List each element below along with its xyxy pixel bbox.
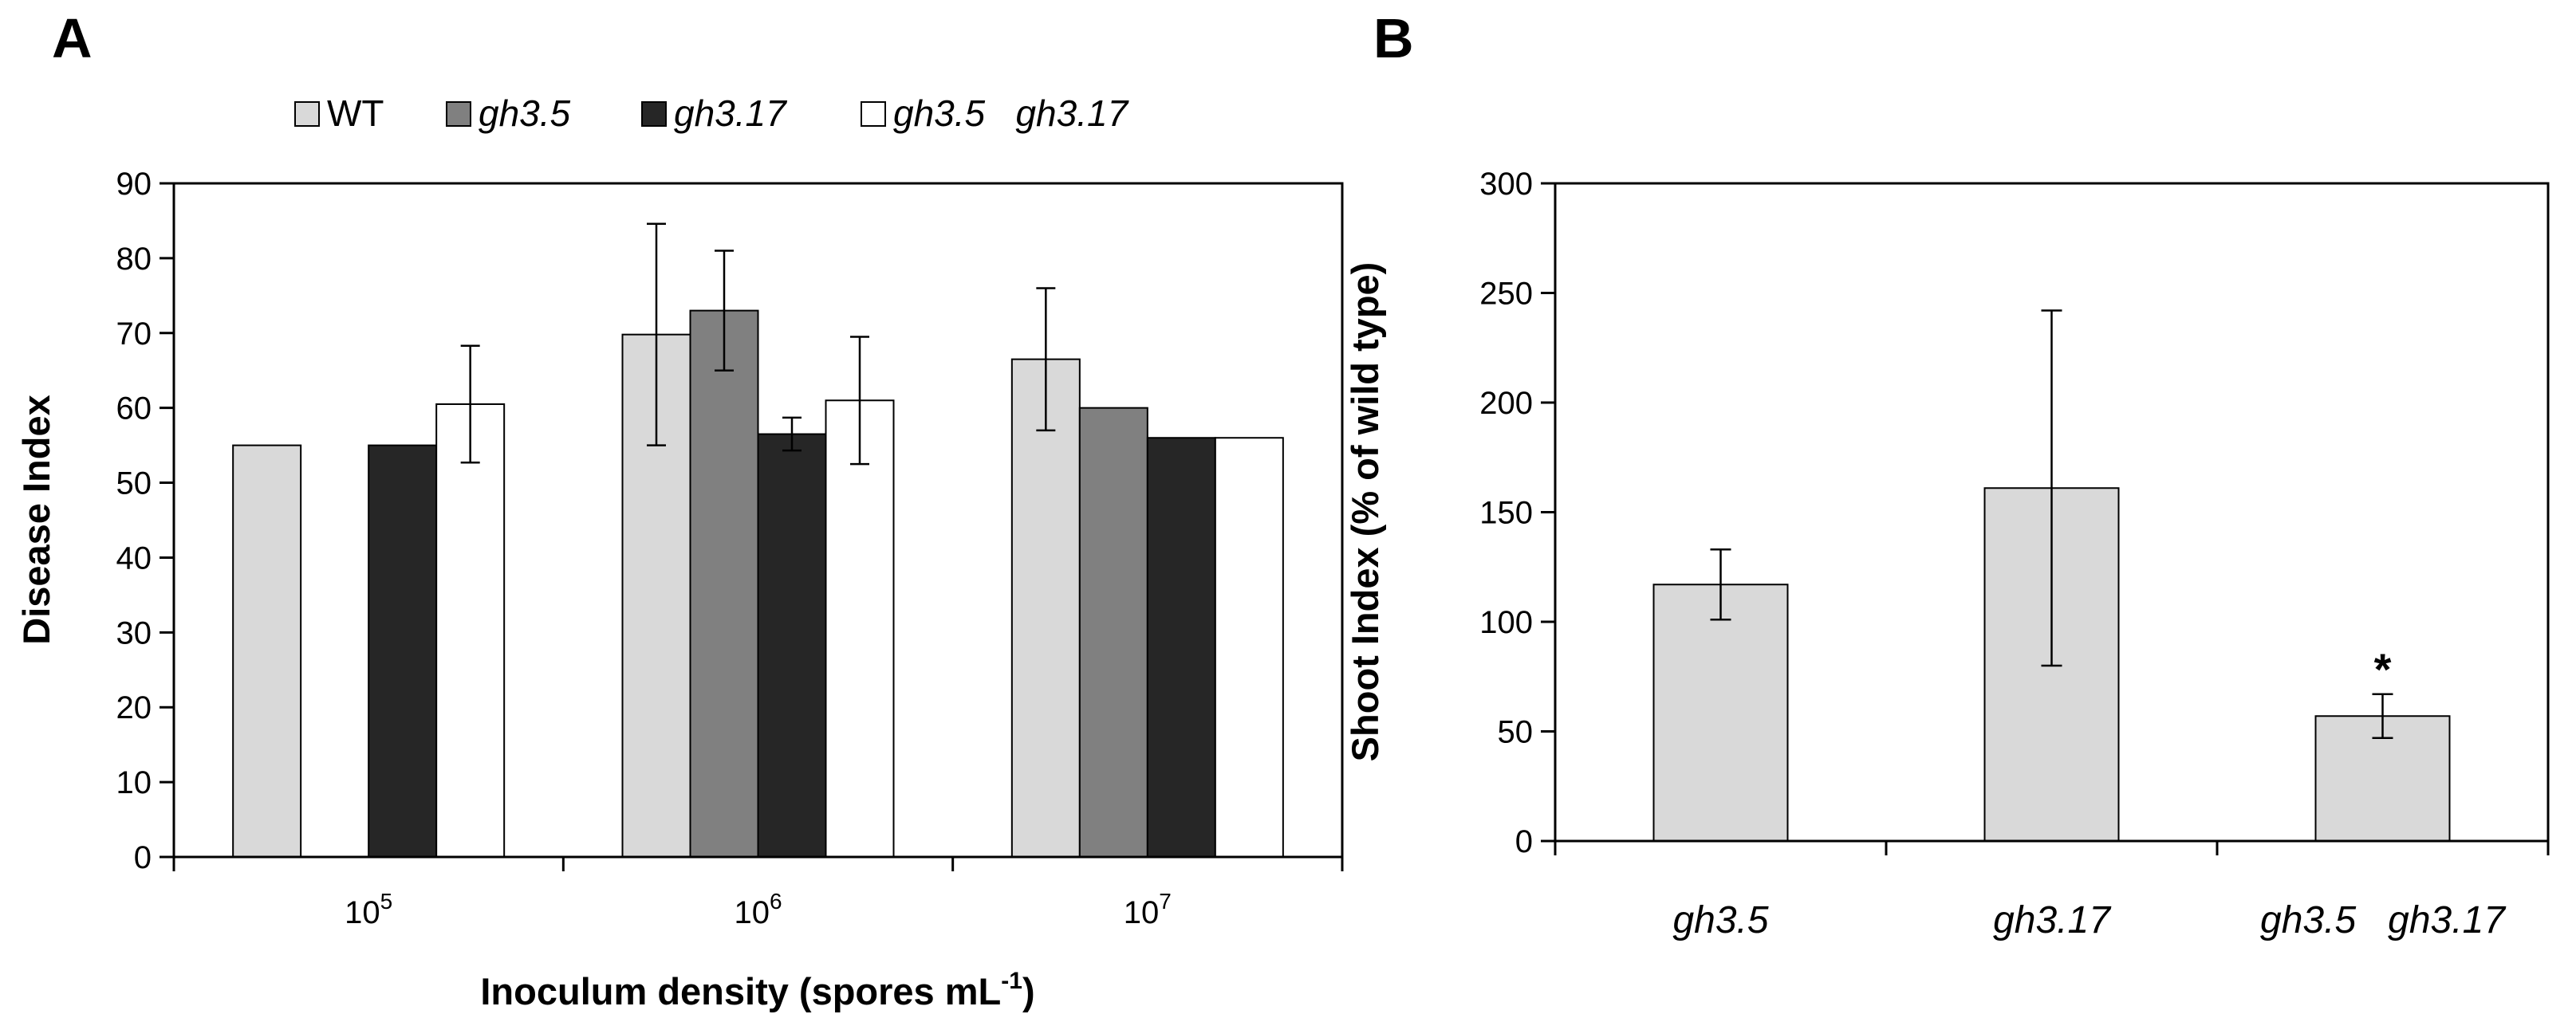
panel-b-y-tick-label: 200 (1479, 386, 1533, 421)
panel-a-legend-swatch (294, 101, 320, 127)
panel-b-bar (1652, 584, 1789, 842)
panel-b-plot: 0 50 100 150 200 250 300 * gh3.5 gh3.17 gh3.5 gh… (1479, 167, 2550, 941)
panel-a-bar (825, 399, 895, 858)
panel-a-x-tick-base: 10 (345, 895, 380, 930)
panel-a-legend-label: WT (327, 92, 384, 134)
panel-b-x-tick-label: gh3.5 gh3.17 (2260, 899, 2507, 941)
panel-a-y-tick-label: 0 (134, 840, 152, 875)
panel-a-bar (689, 309, 759, 859)
panel-a-x-tick-exponent: 7 (1159, 889, 1172, 914)
panel-a-x-tick-label: 107 (1124, 889, 1172, 930)
panel-a-bar (1214, 437, 1284, 858)
panel-a-x-tick-exponent: 6 (770, 889, 782, 914)
panel-b-y-tick-label: 250 (1479, 277, 1533, 312)
panel-a-y-tick-label: 40 (116, 540, 152, 576)
panel-a-legend-swatch (861, 101, 886, 127)
panel-a-legend: WT gh3.5 gh3.17 gh3.5 gh3.17 (294, 92, 1129, 134)
panel-b-bars: * (1652, 309, 2451, 842)
panel-a-legend-swatch (446, 101, 471, 127)
panel-a-x-ticks: 105 106 107 (172, 857, 1344, 930)
panel-a-x-axis-title-sup: -1 (1001, 968, 1022, 994)
panel-a-legend-label: gh3.5 gh3.17 (893, 92, 1129, 134)
panel-a-x-tick-exponent: 5 (380, 889, 393, 914)
panel-a-bars (232, 222, 1284, 859)
panel-a-bar (1146, 437, 1216, 858)
panel-a-y-tick-label: 70 (116, 316, 152, 352)
panel-b-x-tick-label: gh3.17 (1993, 899, 2112, 941)
panel-a-x-tick-base: 10 (734, 895, 770, 930)
panel-a-bar (435, 403, 506, 858)
panel-a-x-axis-title: Inoculum density (spores mL-1) (480, 968, 1034, 1012)
panel-a-x-tick-label: 105 (345, 889, 392, 930)
panel-b-x-ticks: gh3.5 gh3.17 gh3.5 gh3.17 (1554, 841, 2550, 941)
panel-a-letter: A (52, 7, 93, 69)
panel-a-bar (757, 433, 827, 858)
panel-b-x-tick-label: gh3.5 (1672, 899, 1768, 941)
panel-a-y-tick-label: 20 (116, 690, 152, 725)
panel-a-legend-label: gh3.17 (674, 92, 787, 134)
panel-b-y-tick-label: 100 (1479, 605, 1533, 640)
panel-a-x-tick-label: 106 (734, 889, 782, 930)
panel-b-letter: B (1373, 7, 1414, 69)
panel-a-y-tick-label: 30 (116, 615, 152, 650)
panel-a-y-axis-title: Disease Index (15, 395, 57, 645)
panel-a-bar (1078, 407, 1148, 858)
panel-a-y-tick-label: 80 (116, 242, 152, 277)
panel-b-y-axis-title: Shoot Index (% of wild type) (1344, 262, 1386, 762)
panel-a-y-tick-label: 10 (116, 765, 152, 800)
panel-a-bar (232, 444, 302, 858)
panel-a-x-axis-title-end: ) (1022, 970, 1035, 1012)
panel-a-x-tick-base: 10 (1124, 895, 1160, 930)
panel-b-y-tick-label: 0 (1515, 824, 1533, 859)
panel-a: A WT gh3.5 gh3.17 gh3.5 gh3.17 0 10 20 30 40 50 6… (15, 7, 1344, 1012)
panel-a-legend-label: gh3.5 (479, 92, 571, 134)
panel-a-y-tick-label: 60 (116, 391, 152, 426)
panel-b-y-tick-label: 150 (1479, 496, 1533, 531)
panel-a-y-tick-label: 90 (116, 167, 152, 202)
panel-b-y-tick-label: 300 (1479, 167, 1533, 202)
panel-a-y-tick-label: 50 (116, 466, 152, 501)
panel-a-bar (368, 444, 438, 858)
panel-b-y-ticks: 0 50 100 150 200 250 300 (1479, 167, 1555, 859)
panel-a-x-axis-title-main: Inoculum density (spores mL (480, 970, 1001, 1012)
panel-a-bar (1010, 358, 1081, 858)
panel-a-legend-swatch (641, 101, 667, 127)
panel-b-y-tick-label: 50 (1498, 715, 1534, 750)
panel-a-y-ticks: 0 10 20 30 40 50 60 70 80 90 (116, 167, 174, 875)
panel-b-plot-frame (1554, 182, 2550, 843)
panel-b: B 0 50 100 150 200 250 300 * gh3.5 gh3.17 gh3.5 … (1344, 7, 2550, 941)
panel-b-significance-asterisk: * (2374, 644, 2392, 694)
panel-a-plot-frame (172, 182, 1344, 859)
